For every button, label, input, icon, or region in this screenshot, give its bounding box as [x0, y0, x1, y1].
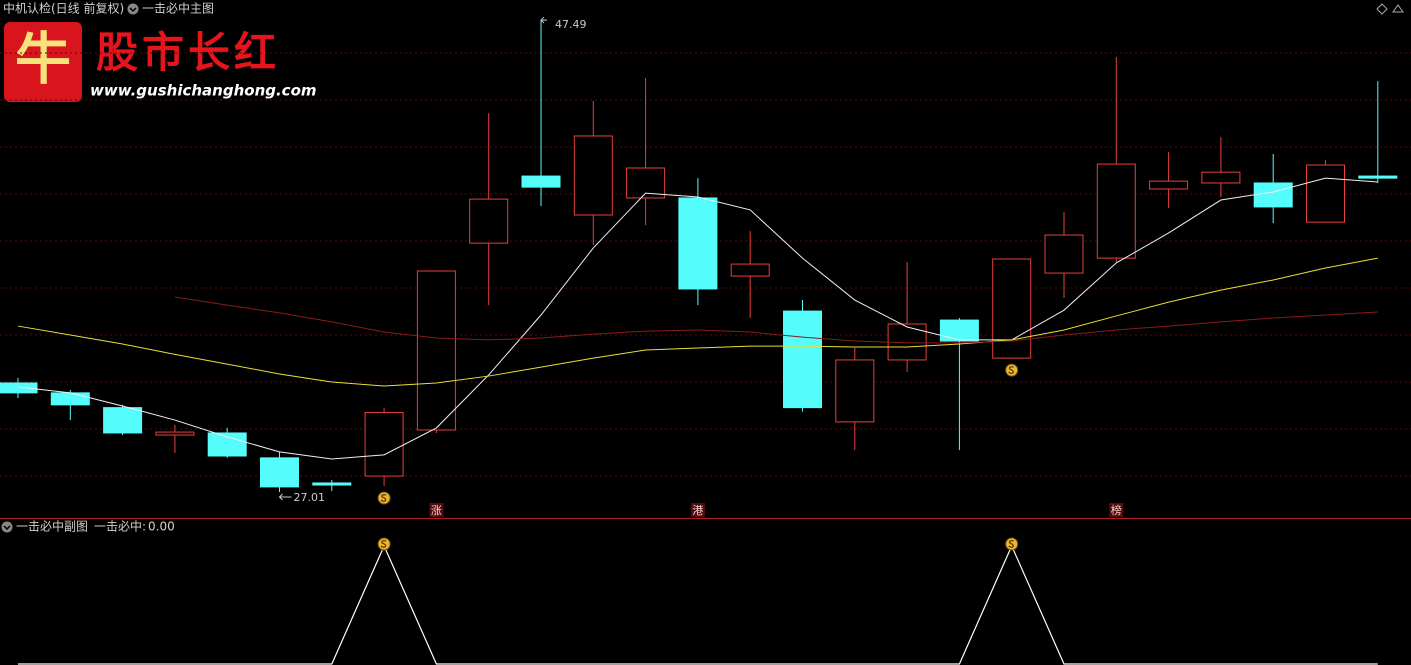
logo-name: 股市长红: [96, 28, 280, 77]
candle-body: [573, 135, 613, 216]
main-indicator[interactable]: 一击必中主图: [142, 1, 214, 16]
candle-body: [1044, 234, 1084, 274]
indicator-value: 0.00: [148, 520, 175, 534]
candle-body: [1201, 171, 1241, 184]
stock-title: 中机认检(日线 前复权): [3, 1, 124, 16]
header: 中机认检(日线 前复权) 一击必中主图: [3, 1, 1404, 16]
candle-body: [992, 258, 1032, 359]
candle-body: [312, 482, 352, 486]
candle-body: [1149, 180, 1189, 190]
candle-body: [207, 432, 247, 457]
candle-body: [416, 270, 456, 431]
candle-body: [155, 431, 195, 436]
logo: 牛 股市长红 www.gushichanghong.com: [4, 22, 317, 102]
sub-header: 一击必中副图 一击必中: 0.00: [1, 519, 175, 534]
logo-icon: 牛: [15, 27, 71, 93]
candle-body: [1358, 175, 1398, 179]
tag-box: [1109, 503, 1124, 517]
dropdown-icon[interactable]: [127, 3, 139, 15]
candle-body: [260, 457, 299, 488]
tag: 榜: [1111, 503, 1122, 517]
candle-body: [730, 263, 770, 277]
moving-average-line: [17, 257, 1378, 387]
tag: 港: [692, 504, 703, 517]
candle-body: [521, 175, 561, 188]
money-bag-mark: [380, 540, 387, 548]
tag: 涨: [431, 504, 442, 517]
tag-box: [690, 503, 705, 517]
candle-body: [783, 310, 822, 409]
low-leader: [278, 493, 292, 501]
tag-box: [429, 503, 444, 517]
indicator-name: 一击必中:: [94, 519, 146, 534]
high-label: 47.49: [555, 18, 587, 31]
diamond-icon[interactable]: [1376, 3, 1388, 15]
logo-url: www.gushichanghong.com: [90, 82, 317, 100]
candle-body: [50, 392, 90, 406]
candle-body: [678, 197, 718, 290]
candle-body: [364, 411, 404, 477]
logo-badge: [4, 22, 82, 102]
low-label: 27.01: [294, 491, 326, 504]
moving-average-line: [174, 296, 1378, 344]
candle-body: [835, 359, 875, 423]
candle-body: [0, 382, 38, 394]
candle-body: [1096, 163, 1136, 259]
money-bag-mark: [1008, 540, 1014, 548]
sub-title[interactable]: 一击必中副图: [16, 519, 88, 534]
candle-body: [469, 198, 509, 244]
chevron: [129, 7, 137, 13]
candle-body: [1253, 182, 1293, 208]
moving-average-line: [17, 177, 1378, 460]
high-leader: [540, 16, 547, 24]
signal-line: [18, 544, 1378, 665]
money-bag-mark: [380, 494, 387, 502]
candle-body: [103, 407, 143, 434]
candle-body: [939, 319, 979, 342]
triangle-icon[interactable]: [1392, 4, 1404, 13]
dropdown-icon[interactable]: [1, 521, 13, 533]
candle-body: [1306, 164, 1345, 223]
chevron: [3, 525, 11, 531]
money-bag-mark: [1008, 366, 1014, 375]
